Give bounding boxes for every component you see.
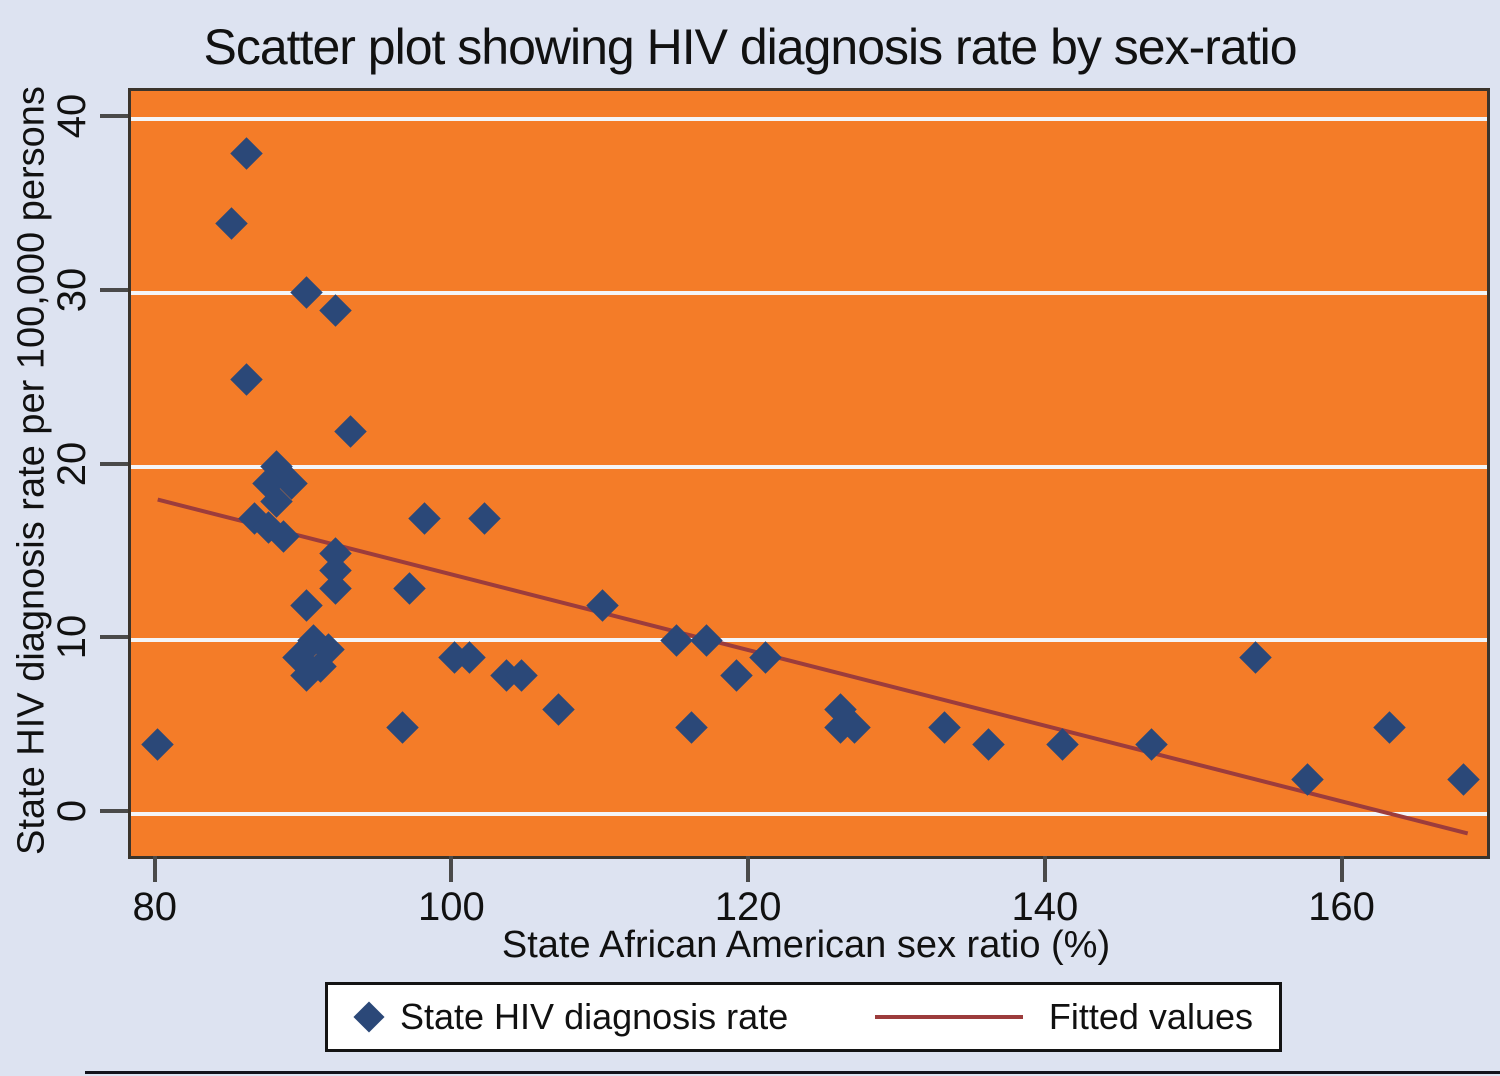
x-tick-100 [449,856,454,882]
gridline-y-0 [131,812,1487,817]
y-tick-10 [100,635,128,640]
x-tick-80 [152,856,157,882]
legend-scatter-label: State HIV diagnosis rate [400,996,789,1037]
y-tick-30 [100,287,128,292]
x-axis-title: State African American sex ratio (%) [501,924,1111,966]
y-tick-20 [100,461,128,466]
y-tick-label-0: 0 [49,800,94,823]
legend-fitted-label: Fitted values [1048,996,1253,1037]
y-tick-label-10: 10 [49,615,94,660]
y-tick-label-20: 20 [49,441,94,486]
x-tick-120 [746,856,751,882]
x-tick-160 [1339,856,1344,882]
x-tick-label-80: 80 [132,885,177,929]
x-tick-label-140: 140 [1011,885,1079,929]
x-tick-label-100: 100 [418,885,485,929]
gridline-y-10 [131,638,1487,643]
gridline-y-20 [131,464,1487,469]
fitted-line [157,497,1469,836]
x-tick-label-160: 160 [1308,885,1375,929]
x-tick-label-120: 120 [714,885,782,929]
plot-area [128,88,1490,859]
fitted-line-swatch-icon [874,1015,1023,1019]
y-tick-0 [100,809,128,814]
y-tick-40 [100,113,128,118]
bottom-edge-line [85,1071,1500,1074]
y-tick-label-40: 40 [49,93,94,139]
diamond-marker-icon [353,1001,385,1033]
gridline-y-40 [131,116,1487,121]
x-tick-140 [1042,856,1047,882]
page-title: Scatter plot showing HIV diagnosis rate … [203,19,1298,75]
y-tick-label-30: 30 [49,267,94,312]
gridline-y-30 [131,290,1487,295]
legend: State HIV diagnosis rate Fitted values [325,982,1282,1052]
